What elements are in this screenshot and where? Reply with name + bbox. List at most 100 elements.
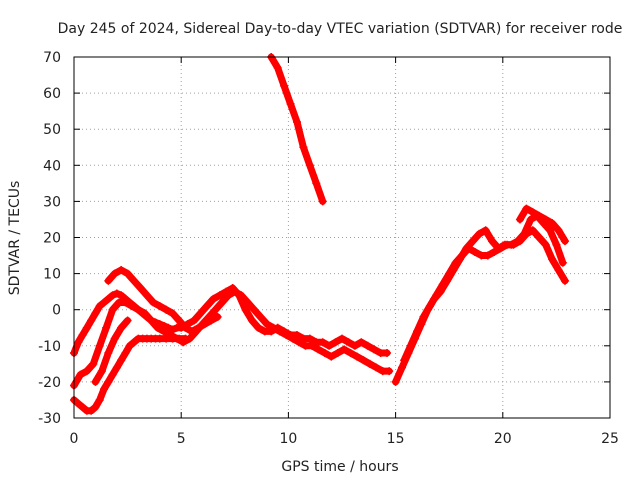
x-tick-label: 10 — [279, 431, 297, 447]
series-arc-5 — [91, 316, 132, 386]
data-point — [76, 370, 85, 379]
data-point — [320, 349, 329, 358]
data-point — [432, 291, 441, 300]
data-point — [110, 334, 119, 343]
data-point — [104, 349, 113, 358]
data-point — [451, 258, 460, 267]
data-point — [353, 352, 362, 361]
data-point — [250, 305, 259, 314]
data-point — [91, 309, 100, 318]
data-point — [490, 247, 499, 256]
data-point — [554, 226, 563, 235]
data-point — [91, 403, 100, 412]
data-point — [108, 291, 117, 300]
data-point — [247, 316, 256, 325]
data-point — [224, 291, 233, 300]
data-point — [95, 395, 104, 404]
data-point — [200, 320, 209, 329]
data-point — [286, 99, 295, 108]
data-point — [400, 356, 409, 365]
data-point — [187, 327, 196, 336]
data-point — [102, 323, 111, 332]
grid — [74, 57, 610, 418]
data-point — [209, 294, 218, 303]
data-point — [87, 406, 96, 415]
data-point — [254, 323, 263, 332]
data-point — [215, 291, 224, 300]
data-point — [305, 161, 314, 170]
data-point — [458, 251, 467, 260]
data-point — [168, 309, 177, 318]
data-point — [357, 338, 366, 347]
data-point — [136, 284, 145, 293]
y-tick-label: 50 — [43, 122, 61, 138]
y-tick-label: -20 — [38, 375, 61, 391]
data-point — [413, 327, 422, 336]
x-tick-label: 15 — [387, 431, 405, 447]
data-point — [541, 215, 550, 224]
y-tick-label: 30 — [43, 194, 61, 210]
data-point — [554, 265, 563, 274]
data-point — [340, 345, 349, 354]
plot-frame — [73, 56, 611, 419]
data-point — [100, 385, 109, 394]
data-point — [391, 377, 400, 386]
data-point — [237, 291, 246, 300]
data-point — [522, 204, 531, 213]
data-point — [108, 370, 117, 379]
data-point — [305, 334, 314, 343]
data-point — [140, 309, 149, 318]
data-point — [548, 219, 557, 228]
series-trace — [91, 317, 132, 386]
series-arc-9 — [515, 204, 569, 246]
y-tick-label: 40 — [43, 158, 61, 174]
data-point — [488, 237, 497, 246]
data-point — [475, 229, 484, 238]
data-point — [112, 363, 121, 372]
series-layer — [70, 53, 569, 415]
data-point — [307, 341, 316, 350]
y-tick-label: 70 — [43, 50, 61, 66]
data-point — [269, 323, 278, 332]
data-point — [481, 226, 490, 235]
data-point — [104, 294, 113, 303]
data-point — [149, 298, 158, 307]
data-point — [528, 226, 537, 235]
data-point — [256, 312, 265, 321]
data-point — [383, 349, 392, 358]
chart-title: Day 245 of 2024, Sidereal Day-to-day VTE… — [58, 21, 623, 37]
data-point — [100, 298, 109, 307]
data-point — [241, 305, 250, 314]
data-point — [74, 399, 83, 408]
data-point — [325, 341, 334, 350]
data-point — [181, 334, 190, 343]
data-point — [344, 338, 353, 347]
data-point — [153, 323, 162, 332]
axis-ticks: 0 5 10 15 20 25 -30 -20 -10 0 10 20 30 40 50 60 70 — [38, 50, 619, 447]
data-point — [522, 229, 531, 238]
data-point — [181, 323, 190, 332]
data-point — [515, 215, 524, 224]
data-point — [370, 345, 379, 354]
data-point — [108, 305, 117, 314]
data-point — [123, 316, 132, 325]
data-point — [110, 269, 119, 278]
y-tick-label: -10 — [38, 339, 61, 355]
data-point — [327, 352, 336, 361]
x-tick-label: 25 — [601, 431, 619, 447]
data-point — [560, 276, 569, 285]
data-point — [438, 280, 447, 289]
data-point — [350, 341, 359, 350]
data-point — [82, 367, 91, 376]
data-point — [97, 367, 106, 376]
data-point — [213, 312, 222, 321]
data-point — [91, 377, 100, 386]
data-point — [155, 302, 164, 311]
y-tick-label: 0 — [52, 303, 61, 319]
data-point — [95, 302, 104, 311]
series-trace — [70, 284, 391, 357]
data-point — [230, 287, 239, 296]
data-point — [104, 377, 113, 386]
data-point — [78, 403, 87, 412]
